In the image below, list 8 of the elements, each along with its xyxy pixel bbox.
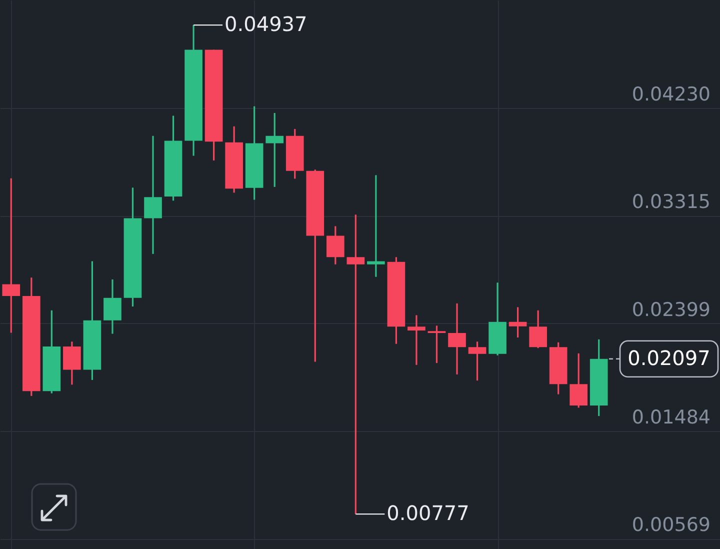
y-tick-label: 0.04230 [632,84,710,106]
annotation: 0.00777 [386,501,470,526]
y-tick-label: 0.02399 [632,298,710,321]
y-tick-label: 0.01484 [632,406,710,428]
y-tick-label: 0.03315 [632,191,710,214]
annotation: 0.04937 [224,12,308,36]
ref-line-label: 0.02097 [628,346,710,370]
y-tick-label: 0.00569 [632,514,710,536]
